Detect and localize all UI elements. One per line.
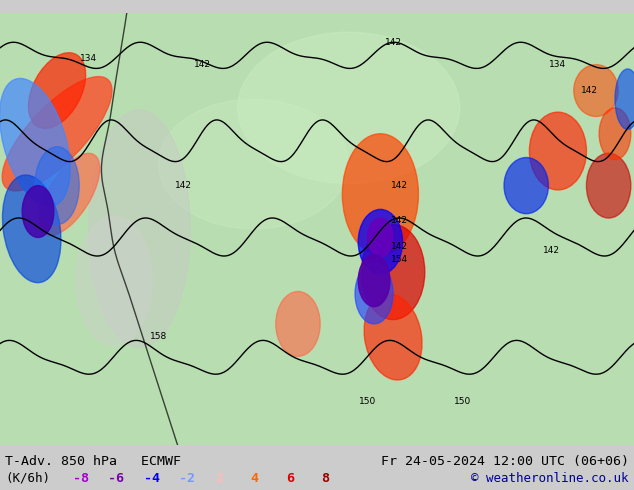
Text: 142: 142 xyxy=(543,246,560,255)
Text: © weatheronline.co.uk: © weatheronline.co.uk xyxy=(472,471,629,485)
Text: 150: 150 xyxy=(454,397,472,406)
Ellipse shape xyxy=(238,32,460,183)
Ellipse shape xyxy=(158,99,349,229)
Text: -2: -2 xyxy=(179,471,195,485)
Text: 142: 142 xyxy=(391,181,408,190)
Ellipse shape xyxy=(504,157,548,214)
Text: 2: 2 xyxy=(215,471,223,485)
Ellipse shape xyxy=(529,112,586,190)
Ellipse shape xyxy=(364,294,422,380)
Text: 142: 142 xyxy=(176,181,192,190)
Ellipse shape xyxy=(40,153,100,235)
Ellipse shape xyxy=(358,255,390,307)
Text: T-Adv. 850 hPa   ECMWF: T-Adv. 850 hPa ECMWF xyxy=(5,455,181,468)
Text: 142: 142 xyxy=(391,242,408,250)
Text: 8: 8 xyxy=(321,471,330,485)
Ellipse shape xyxy=(3,175,61,283)
Text: 154: 154 xyxy=(391,255,408,264)
Text: 6: 6 xyxy=(286,471,294,485)
Ellipse shape xyxy=(276,292,320,356)
Text: 4: 4 xyxy=(250,471,259,485)
Ellipse shape xyxy=(35,147,79,224)
Ellipse shape xyxy=(89,110,190,348)
Ellipse shape xyxy=(29,53,86,128)
Text: (K/6h): (K/6h) xyxy=(5,471,50,485)
Text: Fr 24-05-2024 12:00 UTC (06+06): Fr 24-05-2024 12:00 UTC (06+06) xyxy=(381,455,629,468)
Ellipse shape xyxy=(615,69,634,129)
Ellipse shape xyxy=(0,78,70,206)
Ellipse shape xyxy=(586,153,631,218)
Ellipse shape xyxy=(368,218,393,257)
Ellipse shape xyxy=(342,134,418,255)
Ellipse shape xyxy=(574,65,618,117)
Ellipse shape xyxy=(358,209,403,274)
Ellipse shape xyxy=(361,224,425,319)
Text: 142: 142 xyxy=(195,60,211,69)
Text: 142: 142 xyxy=(391,216,408,225)
Ellipse shape xyxy=(2,76,112,191)
Text: 142: 142 xyxy=(385,39,401,48)
Text: -6: -6 xyxy=(108,471,124,485)
Text: 158: 158 xyxy=(150,332,167,342)
Text: -8: -8 xyxy=(73,471,89,485)
Ellipse shape xyxy=(76,216,152,345)
Ellipse shape xyxy=(599,108,631,160)
Ellipse shape xyxy=(355,264,393,324)
Text: 134: 134 xyxy=(549,60,567,69)
Text: 150: 150 xyxy=(359,397,377,406)
Text: -4: -4 xyxy=(144,471,160,485)
Text: 142: 142 xyxy=(581,86,598,95)
Ellipse shape xyxy=(22,186,54,238)
Text: 134: 134 xyxy=(80,53,98,63)
